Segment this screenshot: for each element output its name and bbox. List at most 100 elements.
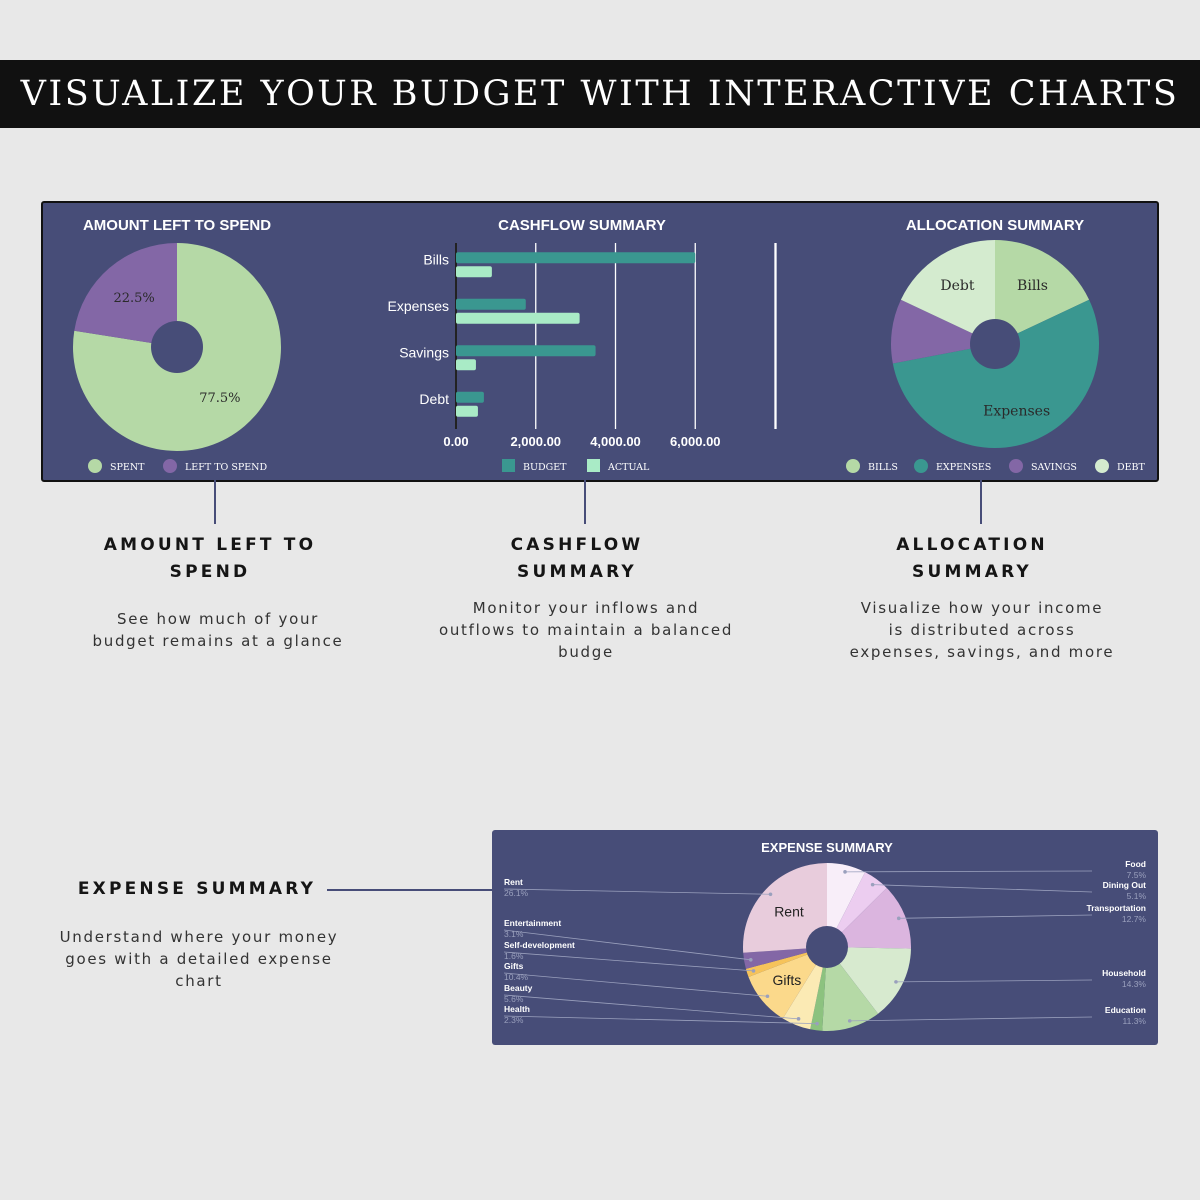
callout-line-food [845,870,1093,873]
callout-dot-education [847,1019,852,1023]
chart-title-allocation: ALLOCATION SUMMARY [906,217,1084,234]
pie-slice-dining-out [827,872,887,947]
callout-name-household: Household [1102,968,1146,978]
bar-budget-debt [456,391,484,403]
callout-percent-education: 11.3% [1123,1016,1147,1026]
callout-percent-food: 7.5% [1127,870,1147,880]
callout-line-beauty [503,994,799,1020]
callout-name-food: Food [1125,859,1146,869]
legend-swatch-expenses [914,459,928,473]
feature-desc-line: Monitor your inflows and [472,599,700,617]
pie-slice-transportation [827,887,911,949]
dashboard-charts: AMOUNT LEFT TO SPEND 77.5% 22.5% SPENT LEFT … [73,217,1146,473]
legend-swatch-debt [1095,459,1109,473]
connector-allocation [980,480,982,524]
bar-actual-savings [456,359,476,371]
y-category-label-debt: Debt [419,391,449,407]
pie-slice-expenses [892,299,1099,448]
feature-amount-left-desc: See how much of your budget remains at a… [65,608,371,652]
callout-line-education [849,1016,1093,1022]
callout-percent-beauty: 5.6% [504,994,524,1004]
pie-slice-household [827,947,911,1014]
feature-title-line: SUMMARY [517,562,637,582]
callout-name-beauty: Beauty [504,983,533,993]
pie-slice-self-development [745,947,827,977]
legend-swatch-left-to-spend [163,459,177,473]
pie-slice-food [827,863,866,947]
pie-slice-label-rent: Rent [774,904,804,920]
callout-percent-dining-out: 5.1% [1127,891,1147,901]
expense-summary-panel: EXPENSE SUMMARY Gifts Rent Food 7.5% Dining O… [492,830,1158,1045]
feature-desc-line: goes with a detailed expense [65,950,333,968]
pie-slice-bills [995,240,1090,344]
callout-dot-dining-out [870,882,875,887]
pie-slice-education [822,947,879,1031]
connector-cashflow [584,480,586,524]
legend-label-expenses: EXPENSES [936,462,991,473]
feature-title-line: SPEND [169,562,251,582]
donut-hole [970,319,1020,369]
callout-dot-self-development [751,969,756,973]
callout-percent-gifts: 10.4% [504,972,529,982]
feature-desc-line: Understand where your money [59,928,339,946]
callout-line-transportation [898,914,1093,919]
callout-line-health [503,1015,818,1025]
callout-dot-transportation [896,916,901,921]
feature-title-line: CASHFLOW [510,535,644,555]
callout-percent-health: 2.3% [504,1015,524,1025]
x-tick-label: 0.00 [443,434,468,449]
donut-hole [151,321,203,373]
pie-slice-entertainment [743,947,827,969]
chart-title-cashflow: CASHFLOW SUMMARY [498,217,666,234]
pie-slice-health [810,947,827,1031]
x-tick-label: 2,000.00 [510,434,561,449]
feature-cashflow-desc: Monitor your inflows and outflows to mai… [420,597,752,663]
feature-desc-line: See how much of your [116,610,320,628]
legend-label-debt: DEBT [1117,462,1146,473]
feature-expense-desc: Understand where your money goes with a … [44,926,354,992]
pie-slice-label-expenses: Expenses [983,404,1050,420]
callout-name-self-development: Self-development [504,940,575,950]
callout-line-household [895,979,1093,983]
pie-slice-savings [890,299,995,364]
feature-expense-title: EXPENSE SUMMARY [66,876,328,903]
callout-line-gifts [503,972,768,997]
legend-label-spent: SPENT [110,462,145,473]
legend-label-savings: SAVINGS [1031,462,1077,473]
callout-dot-food [843,870,847,874]
callout-line-rent [503,888,771,895]
legend-swatch-bills [846,459,860,473]
connector-expense [327,889,492,891]
x-tick-label: 4,000.00 [590,434,641,449]
callout-name-health: Health [504,1004,530,1014]
callout-line-self-development [503,951,754,972]
callout-percent-household: 14.3% [1122,979,1147,989]
connector-amount-left [214,480,216,524]
callout-percent-rent: 26.1% [504,888,529,898]
feature-title-line: ALLOCATION [896,535,1048,555]
feature-desc-line: is distributed across [888,621,1076,639]
bar-budget-savings [456,345,596,357]
feature-title-line: EXPENSE SUMMARY [77,879,317,899]
legend-label-budget: BUDGET [523,462,567,473]
callout-name-transportation: Transportation [1086,903,1146,913]
feature-allocation-title: ALLOCATION SUMMARY [827,532,1117,586]
callout-dot-gifts [765,994,770,999]
callout-dot-beauty [796,1017,801,1021]
banner-title: VISUALIZE YOUR BUDGET WITH INTERACTIVE C… [20,74,1180,114]
callout-percent-transportation: 12.7% [1122,914,1147,924]
dashboard-panel: AMOUNT LEFT TO SPEND 77.5% 22.5% SPENT LEFT … [41,201,1159,482]
legend-swatch-budget [502,459,515,472]
pie-slice-label-debt: Debt [940,278,974,294]
feature-desc-line: budget remains at a glance [92,632,344,650]
feature-amount-left-title: AMOUNT LEFT TO SPEND [65,532,355,586]
feature-desc-line: chart [175,972,223,990]
callout-dot-entertainment [748,958,753,962]
feature-title-line: SUMMARY [912,562,1032,582]
pie-slice-left-to-spend [74,243,177,347]
feature-allocation-desc: Visualize how your income is distributed… [832,597,1132,663]
callout-line-dining-out [872,884,1093,893]
donut-hole [806,926,848,968]
legend-swatch-savings [1009,459,1023,473]
callout-name-entertainment: Entertainment [504,918,561,928]
